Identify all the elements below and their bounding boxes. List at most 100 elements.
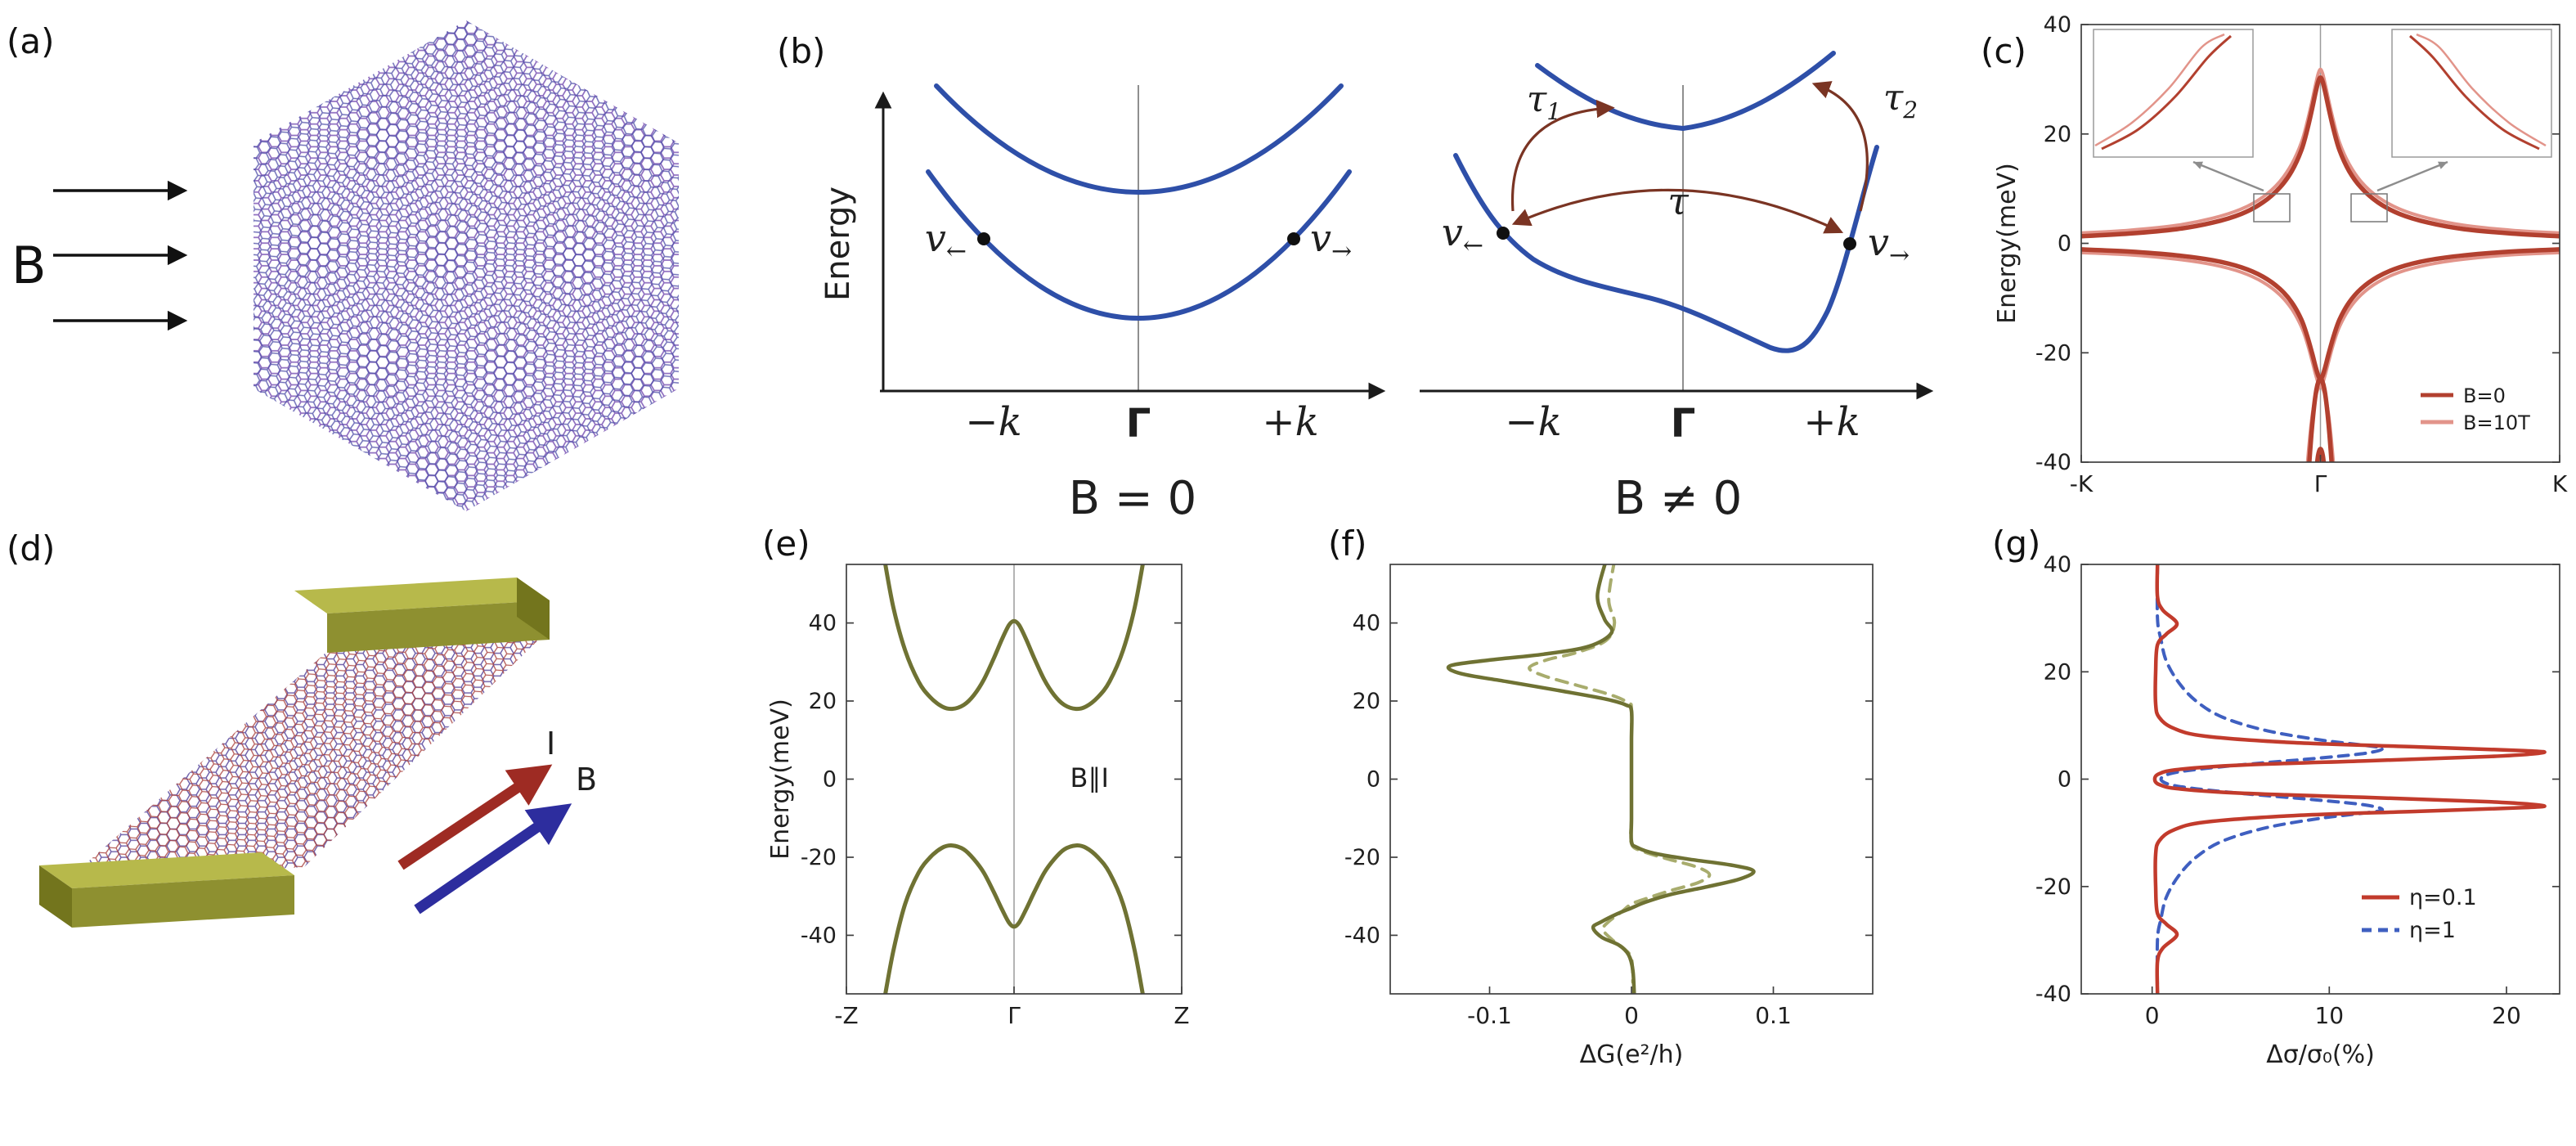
upper-band-curve	[1535, 51, 1836, 132]
energy-axis-label: Energy	[819, 187, 857, 301]
y-tick-label: 0	[2058, 767, 2071, 793]
curve-valence-band	[883, 843, 1145, 994]
y-tick-label: 20	[1353, 689, 1380, 714]
right-arrow-subscript: →	[1889, 241, 1910, 270]
state-dot-right	[1287, 232, 1300, 245]
x-tick-label: Γ	[1008, 1002, 1021, 1029]
tau-scattering-arrow	[1511, 188, 1844, 234]
left-arrow-subscript: ←	[946, 237, 967, 266]
inset-arrow	[2376, 160, 2448, 192]
moire-pattern-layers	[254, 20, 679, 511]
x-tick-label: -Z	[834, 1002, 858, 1029]
field-label: B	[576, 762, 597, 798]
tau1-label: τ1	[1527, 79, 1561, 125]
y-tick-label: 40	[809, 611, 837, 636]
current-arrow	[397, 764, 553, 870]
x-tick-label: Z	[1174, 1002, 1189, 1029]
electrode-front-face	[72, 875, 294, 928]
y-axis-label: Energy(meV)	[766, 699, 795, 860]
v-symbol: v	[925, 216, 946, 260]
y-tick-label: -20	[1344, 845, 1380, 870]
panel-label-e: (e)	[762, 524, 810, 564]
xtick-minus-k: −k	[1505, 399, 1561, 445]
panel-label-b: (b)	[777, 31, 826, 71]
curve-eta-1-dashed	[2155, 564, 2385, 994]
state-dot-right	[1843, 237, 1856, 250]
inset-curve	[2101, 34, 2233, 151]
panel-a-moire-lattice	[53, 20, 679, 511]
chart-magnetoconductivity: 40 20 0 -20 -40 0 10 20 Δσ/σ₀(%) η=0.1 η=1	[2035, 552, 2560, 1069]
x-tick-label: Γ	[2314, 470, 2327, 497]
state-dot-left	[1497, 227, 1510, 240]
y-tick-label: -20	[801, 845, 837, 870]
panel-d-device-schematic: I B	[39, 577, 597, 928]
tau2-label: τ2	[1883, 77, 1918, 124]
sheet-layer-2	[67, 635, 544, 880]
curve-conduction-band	[883, 564, 1145, 712]
xtick-gamma: Γ	[1671, 401, 1696, 447]
inset-curves	[2094, 33, 2233, 151]
x-tick-label: -K	[2070, 470, 2094, 497]
graphene-sheet	[67, 635, 544, 880]
title-b-zero: B = 0	[1069, 472, 1197, 525]
electrode-bottom-left	[39, 852, 294, 928]
curve-spike-band-B0	[2307, 376, 2334, 462]
curve-center-band-B0	[2314, 447, 2327, 462]
tau1-scattering-arrow	[1510, 99, 1615, 212]
lower-band-curve	[1453, 145, 1879, 353]
y-tick-label: -40	[2035, 982, 2071, 1007]
curve-delta-G-solid	[1446, 564, 1756, 994]
current-label: I	[546, 726, 555, 762]
y-tick-label: 40	[2044, 552, 2071, 577]
x-axis-label: Δσ/σ₀(%)	[2266, 1040, 2375, 1069]
moire-hexagon	[254, 20, 679, 511]
title-b-nonzero: B ≠ 0	[1614, 472, 1743, 525]
y-tick-label: -40	[1344, 923, 1380, 948]
v-symbol: v	[1442, 210, 1463, 254]
tau2-subscript: 2	[1902, 97, 1918, 124]
chart-band-structure-KGK: 40 20 0 -20 -40-K Γ K Energy(meV) B=0 B=10T	[1993, 12, 2568, 497]
y-tick-label: -20	[2035, 874, 2071, 900]
v-left-label: v←	[1442, 210, 1483, 260]
y-tick-label: -20	[2035, 340, 2071, 366]
x-tick-label: -0.1	[1467, 1002, 1512, 1029]
x-tick-label: 0	[2145, 1002, 2160, 1029]
left-arrow-subscript: ←	[1463, 231, 1483, 260]
curve-eta-01-solid	[2152, 564, 2547, 994]
legend-label: B=0	[2463, 384, 2506, 407]
schematic-b-nonzero: v← v → τ τ1 τ2 −k Γ +k B ≠ 0	[1420, 51, 1934, 525]
tau1-subscript: 1	[1546, 98, 1561, 125]
y-tick-label: 0	[823, 767, 837, 793]
x-tick-label: K	[2552, 470, 2568, 497]
inset-curve	[2094, 33, 2225, 147]
curves-group	[2152, 564, 2547, 994]
y-tick-label: 20	[2044, 659, 2071, 685]
chart-band-structure-ZGZ: 40 20 0 -20 -40 -Z Γ Z Energy(meV) B∥I	[766, 564, 1190, 1029]
chart-delta-conductance: 40 20 0 -20 -40 -0.1 0 0.1 ΔG(e²/h)	[1344, 564, 1874, 1069]
x-tick-label: 20	[2492, 1002, 2521, 1029]
xtick-plus-k: +k	[1262, 399, 1318, 445]
curve-delta-G-dashed	[1528, 564, 1712, 984]
tau-symbol: τ	[1667, 179, 1690, 223]
curves-group	[2081, 67, 2560, 462]
state-dot-left	[977, 232, 990, 245]
panel-label-f: (f)	[1328, 524, 1367, 564]
inset-arrowhead	[2193, 161, 2203, 169]
y-axis-label: Energy(meV)	[1993, 163, 2022, 324]
legend-label: η=0.1	[2409, 885, 2477, 910]
tau-label: τ	[1667, 179, 1690, 223]
right-arrow-subscript: →	[1331, 237, 1352, 266]
xtick-gamma: Γ	[1126, 401, 1151, 447]
inset-box	[2093, 29, 2254, 158]
inset-curve	[2416, 33, 2547, 147]
inset-zoom-marker	[2350, 193, 2388, 222]
electrode-top-right	[294, 577, 550, 653]
panel-label-c: (c)	[1981, 31, 2026, 71]
lattice-layer-2	[254, 20, 679, 511]
xtick-plus-k: +k	[1803, 399, 1860, 445]
y-tick-label: 20	[2044, 122, 2071, 147]
y-tick-label: 20	[809, 689, 837, 714]
x-tick-label: 10	[2314, 1002, 2344, 1029]
inset-arrow	[2192, 160, 2264, 192]
